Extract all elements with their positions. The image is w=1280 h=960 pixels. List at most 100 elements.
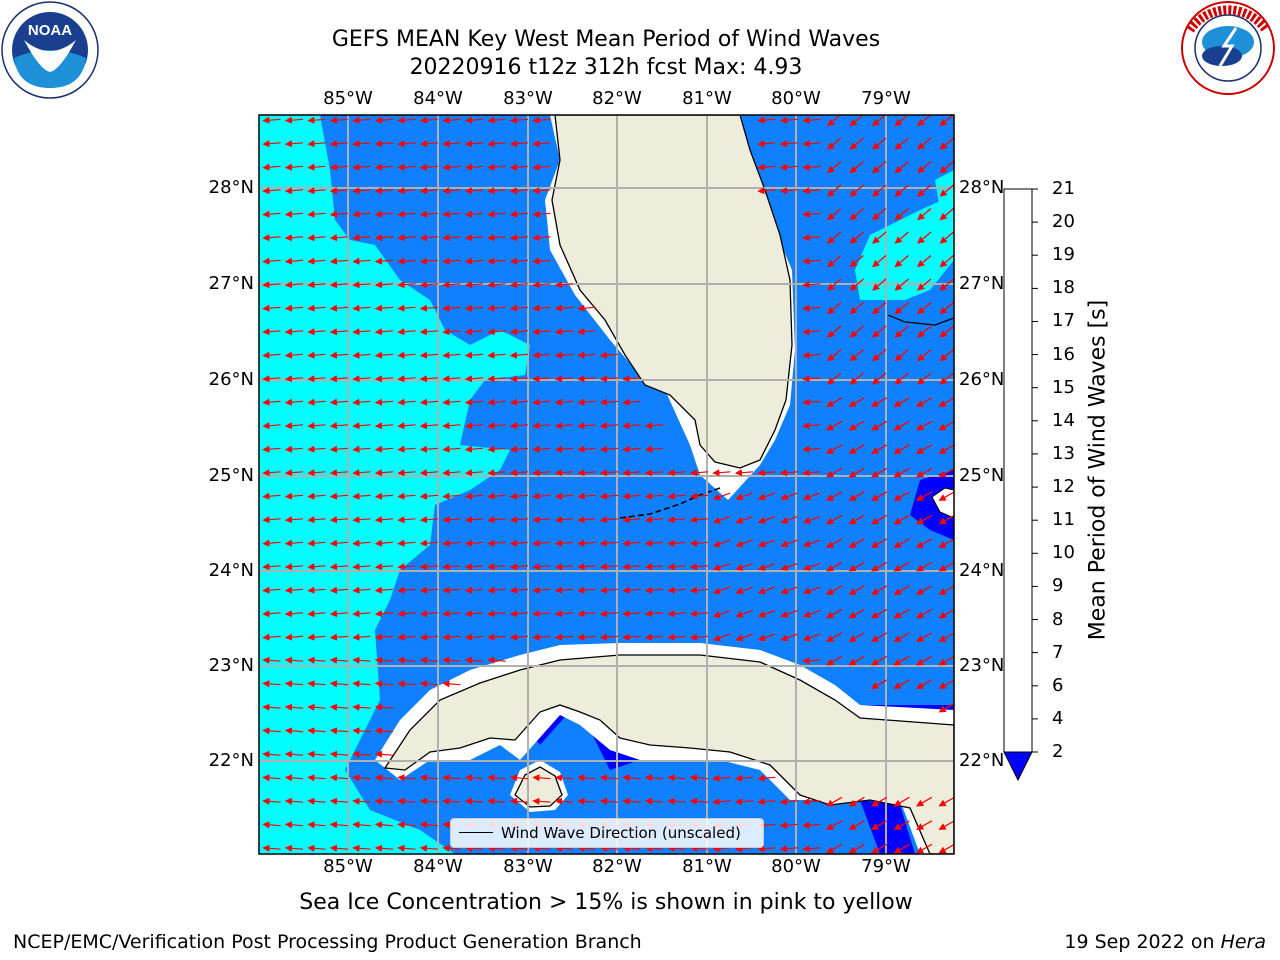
wind-wave-arrow xyxy=(442,539,461,547)
wind-wave-arrow xyxy=(689,586,709,594)
wind-wave-arrow xyxy=(329,844,349,852)
wind-wave-arrow xyxy=(757,516,776,524)
lon-label-bottom: 85°W xyxy=(323,856,373,877)
wind-wave-arrow xyxy=(307,844,326,852)
wind-wave-arrow xyxy=(442,116,461,124)
wind-wave-arrow xyxy=(689,844,709,852)
wind-wave-arrow xyxy=(442,210,461,218)
wind-wave-arrow xyxy=(938,420,954,431)
wind-wave-arrow xyxy=(894,161,909,174)
wind-wave-arrow xyxy=(307,703,326,711)
wind-wave-arrow xyxy=(667,492,686,500)
wind-wave-arrow xyxy=(464,797,484,805)
wind-wave-arrow xyxy=(667,797,686,805)
wind-wave-arrow xyxy=(554,398,574,406)
wind-wave-arrow xyxy=(938,608,954,619)
wind-wave-arrow xyxy=(509,586,529,594)
wind-wave-arrow xyxy=(916,632,933,642)
wind-wave-arrow xyxy=(509,210,529,218)
wind-wave-arrow xyxy=(487,797,506,805)
wind-wave-arrow xyxy=(894,231,909,244)
wind-wave-arrow xyxy=(307,163,326,171)
wind-wave-arrow xyxy=(871,561,888,572)
wind-wave-arrow xyxy=(262,821,281,829)
lon-label-top: 85°W xyxy=(323,88,373,109)
wind-wave-arrow xyxy=(554,516,574,524)
wind-wave-arrow xyxy=(262,445,281,453)
wind-wave-arrow xyxy=(735,633,753,642)
wind-wave-arrow xyxy=(442,844,461,852)
wind-wave-arrow xyxy=(374,680,394,688)
wind-wave-arrow xyxy=(939,325,954,338)
wind-wave-arrow xyxy=(262,656,281,664)
lon-label-bottom: 83°W xyxy=(503,856,553,877)
wind-wave-arrow xyxy=(532,187,551,195)
wind-wave-arrow xyxy=(554,328,574,336)
wind-wave-arrow xyxy=(487,516,506,524)
wind-wave-arrow xyxy=(419,328,439,336)
wind-wave-arrow xyxy=(307,328,326,336)
wind-wave-arrow xyxy=(487,492,506,500)
wind-wave-arrow xyxy=(916,538,933,548)
wind-wave-arrow xyxy=(599,844,619,852)
wind-wave-arrow xyxy=(464,210,484,218)
wind-wave-arrow xyxy=(893,796,910,807)
wind-wave-arrow xyxy=(849,208,864,221)
wind-wave-arrow xyxy=(307,116,326,124)
wind-wave-arrow xyxy=(622,492,641,500)
wind-wave-arrow xyxy=(262,774,281,782)
wind-wave-arrow xyxy=(284,610,304,618)
wind-wave-arrow xyxy=(397,351,416,359)
wind-wave-arrow xyxy=(509,116,529,124)
wind-wave-arrow xyxy=(532,328,551,336)
wind-wave-arrow xyxy=(284,375,304,383)
wind-wave-arrow xyxy=(487,539,506,547)
wind-wave-arrow xyxy=(509,633,529,641)
wind-wave-arrow xyxy=(802,469,821,477)
wind-wave-arrow xyxy=(352,821,371,829)
wind-wave-arrow xyxy=(284,821,304,829)
wind-wave-arrow xyxy=(262,351,281,359)
wind-wave-arrow xyxy=(827,161,842,174)
wind-wave-arrow xyxy=(554,304,574,312)
wind-wave-arrow xyxy=(734,774,754,782)
wind-wave-arrow xyxy=(893,843,910,854)
wind-wave-arrow xyxy=(374,563,394,571)
wind-wave-arrow xyxy=(667,563,686,571)
wind-wave-arrow xyxy=(352,375,371,383)
wind-wave-arrow xyxy=(644,563,664,571)
colorbar-tick-label: 8 xyxy=(1052,608,1064,630)
wind-wave-arrow xyxy=(644,774,664,782)
wind-wave-arrow xyxy=(802,257,821,265)
wind-wave-arrow xyxy=(802,492,821,501)
wind-wave-arrow xyxy=(397,187,416,195)
wind-wave-arrow xyxy=(916,843,933,854)
wind-wave-arrow xyxy=(284,774,304,782)
wind-wave-arrow xyxy=(284,163,304,171)
footer-host: Hera xyxy=(1220,931,1266,953)
wind-wave-arrow xyxy=(938,514,954,525)
wind-wave-arrow xyxy=(262,257,281,265)
wind-wave-arrow xyxy=(689,797,709,805)
wind-wave-arrow xyxy=(509,328,529,336)
wind-wave-arrow xyxy=(352,234,371,242)
wind-wave-arrow xyxy=(442,633,461,641)
wind-wave-arrow xyxy=(284,703,304,711)
wind-wave-arrow xyxy=(442,351,461,359)
wind-wave-arrow xyxy=(419,821,439,829)
lat-label-right: 25°N xyxy=(959,465,1005,486)
wind-wave-arrow xyxy=(757,492,776,501)
wind-wave-arrow xyxy=(554,492,574,500)
wind-wave-arrow xyxy=(939,372,954,385)
wind-wave-arrow xyxy=(599,797,619,805)
wind-wave-arrow xyxy=(487,422,506,430)
wind-wave-arrow xyxy=(827,278,842,291)
wind-wave-arrow xyxy=(916,420,933,431)
wind-wave-arrow xyxy=(554,610,574,618)
wind-wave-arrow xyxy=(284,210,304,218)
wind-wave-arrow xyxy=(917,372,932,385)
wind-wave-arrow xyxy=(849,278,864,291)
wind-wave-arrow xyxy=(532,445,551,453)
wind-wave-arrow xyxy=(464,469,484,477)
wind-wave-arrow xyxy=(419,257,439,265)
